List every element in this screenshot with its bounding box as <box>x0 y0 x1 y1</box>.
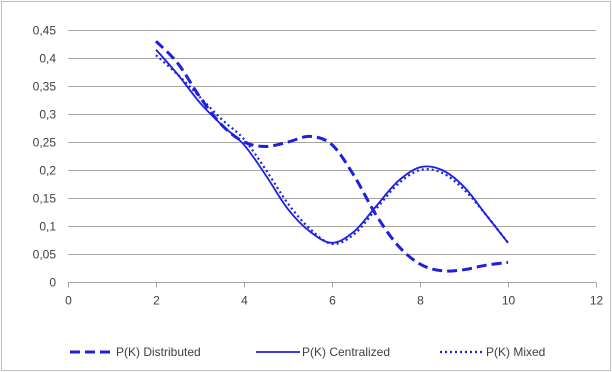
y-tick-label: 0,25 <box>33 136 57 150</box>
x-tick-label: 0 <box>65 294 72 308</box>
x-tick-label: 4 <box>241 294 248 308</box>
y-tick-label: 0,4 <box>39 52 56 66</box>
x-tick-label: 8 <box>417 294 424 308</box>
x-tick-label: 10 <box>502 294 516 308</box>
y-tick-label: 0,45 <box>33 24 57 38</box>
legend-label-p-k-centralized: P(K) Centralized <box>302 345 390 359</box>
y-tick-label: 0,3 <box>39 108 56 122</box>
x-tick-label: 2 <box>153 294 160 308</box>
y-tick-label: 0,05 <box>33 248 57 262</box>
y-tick-label: 0,2 <box>39 164 56 178</box>
x-tick-label: 12 <box>590 294 604 308</box>
series-line-p-k-centralized <box>155 49 509 244</box>
y-tick-label: 0,15 <box>33 192 57 206</box>
legend-label-p-k-distributed: P(K) Distributed <box>116 345 201 359</box>
x-tick-label: 6 <box>329 294 336 308</box>
axes: 0 0,05 0,1 0,15 0,2 0,25 0,3 0,35 0,4 0,45 0 2 4 6 8 10… <box>33 24 604 308</box>
series-lines <box>154 40 509 273</box>
y-tick-label: 0,35 <box>33 80 57 94</box>
series-line-p-k-mixed <box>155 54 509 246</box>
legend: P(K) Distributed P(K) Centralized P(K) Mix… <box>70 345 545 359</box>
legend-label-p-k-mixed: P(K) Mixed <box>486 345 545 359</box>
y-tick-label: 0,1 <box>39 220 56 234</box>
grid-lines <box>68 30 596 255</box>
y-tick-label: 0 <box>49 276 56 290</box>
